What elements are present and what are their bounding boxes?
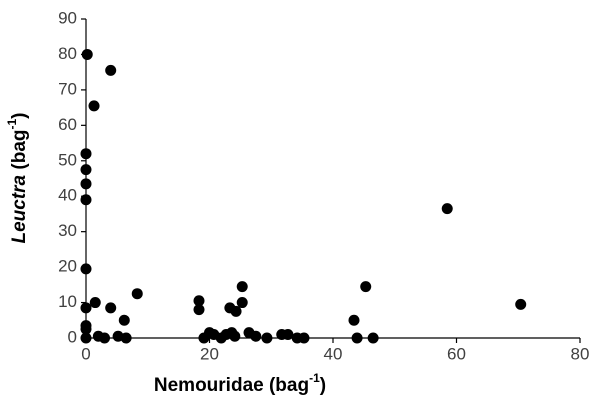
x-axis-label: Nemouridae (bag-1): [154, 371, 326, 396]
point: [80, 194, 92, 206]
x-tick-label: 0: [81, 344, 90, 363]
y-tick-label: 40: [58, 186, 77, 205]
y-label-italic: Leuctra: [9, 174, 30, 243]
point: [131, 288, 143, 300]
point: [193, 295, 205, 307]
point: [230, 305, 242, 317]
y-tick-label: 10: [58, 292, 77, 311]
y-tick-label: 20: [58, 257, 77, 276]
x-label-text: Nemouridae (bag: [154, 375, 309, 396]
point: [360, 281, 372, 293]
point: [250, 330, 262, 342]
y-axis-label: Leuctra (bag-1): [5, 112, 30, 243]
x-tick-label: 40: [324, 344, 343, 363]
point: [88, 100, 100, 112]
point: [298, 332, 310, 344]
point: [80, 323, 92, 335]
point: [441, 203, 453, 215]
point: [80, 178, 92, 190]
point: [120, 332, 132, 344]
y-label-close: ): [9, 112, 30, 118]
point: [89, 297, 101, 309]
y-tick-label: 70: [58, 79, 77, 98]
point: [193, 304, 205, 316]
y-label-text: (bag: [9, 129, 30, 174]
point: [99, 332, 111, 344]
point: [236, 297, 248, 309]
point: [282, 328, 294, 340]
x-tick-label: 60: [447, 344, 466, 363]
point: [81, 48, 93, 60]
y-tick-label: 90: [58, 8, 77, 27]
point: [80, 164, 92, 176]
point: [105, 302, 117, 314]
point: [80, 302, 92, 314]
y-tick-label: 80: [58, 44, 77, 63]
x-tick-label: 20: [200, 344, 219, 363]
point: [105, 64, 117, 76]
point: [80, 148, 92, 160]
point: [261, 332, 273, 344]
point: [515, 298, 527, 310]
y-tick-label: 0: [68, 327, 77, 346]
point: [118, 314, 130, 326]
point: [80, 332, 92, 344]
x-tick-label: 80: [571, 344, 590, 363]
point: [367, 332, 379, 344]
y-tick-label: 50: [58, 150, 77, 169]
x-label-close: ): [320, 375, 326, 396]
point: [351, 332, 363, 344]
point: [348, 314, 360, 326]
point: [236, 281, 248, 293]
x-label-sup: -1: [309, 371, 320, 385]
point: [229, 330, 241, 342]
y-tick-label: 60: [58, 115, 77, 134]
y-tick-label: 30: [58, 221, 77, 240]
y-label-sup: -1: [5, 118, 19, 129]
point: [80, 263, 92, 275]
